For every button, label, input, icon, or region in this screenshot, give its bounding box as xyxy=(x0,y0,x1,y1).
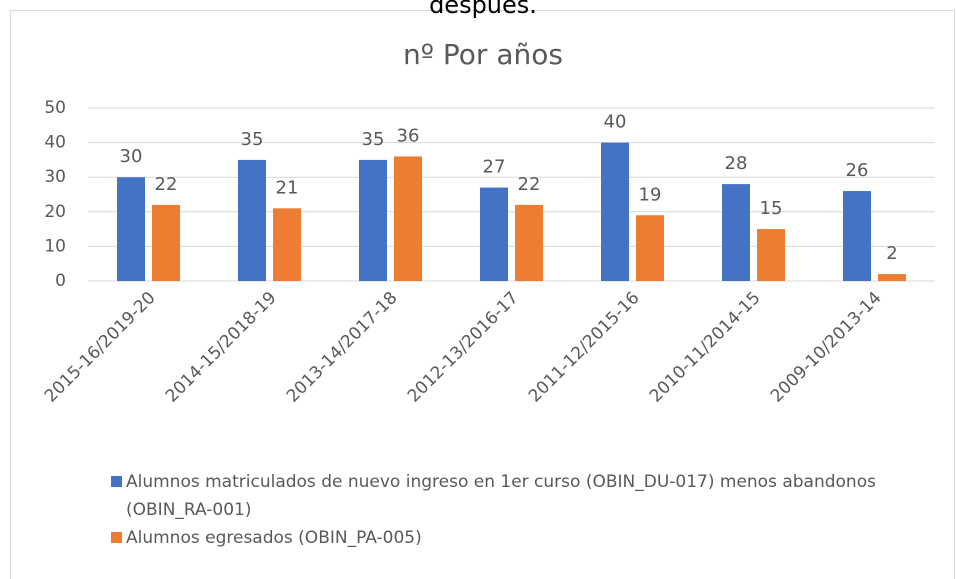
bar xyxy=(480,187,508,281)
data-label: 15 xyxy=(760,198,783,219)
bar xyxy=(359,159,387,281)
bar xyxy=(757,229,785,281)
bar xyxy=(878,274,906,281)
bar xyxy=(238,159,266,281)
y-tick-label: 40 xyxy=(44,133,66,153)
data-label: 2 xyxy=(886,243,897,264)
data-label: 35 xyxy=(362,129,385,150)
bar xyxy=(117,177,145,281)
y-tick-label: 50 xyxy=(44,98,66,118)
legend-entry: Alumnos matriculados de nuevo ingreso en… xyxy=(126,472,876,520)
data-label: 22 xyxy=(518,174,541,195)
data-label: 26 xyxy=(846,160,869,181)
data-label: 27 xyxy=(483,157,506,178)
legend-entry: Alumnos egresados (OBIN_PA-005) xyxy=(126,528,422,548)
bar xyxy=(152,204,180,281)
data-label: 36 xyxy=(397,125,420,146)
y-tick-label: 30 xyxy=(44,167,66,187)
bar xyxy=(515,204,543,281)
data-label: 21 xyxy=(276,177,299,198)
legend-label: Alumnos matriculados de nuevo ingreso en… xyxy=(126,472,876,520)
legend-label: Alumnos egresados (OBIN_PA-005) xyxy=(126,528,422,548)
chart-title: nº Por años xyxy=(403,38,563,71)
data-label: 35 xyxy=(241,129,264,150)
bar xyxy=(394,156,422,281)
data-label: 22 xyxy=(155,174,178,195)
data-label: 28 xyxy=(725,153,748,174)
legend-swatch xyxy=(111,476,122,487)
y-tick-label: 20 xyxy=(44,202,66,222)
bar xyxy=(722,184,750,281)
bar xyxy=(843,191,871,281)
bar xyxy=(273,208,301,281)
bar xyxy=(636,215,664,281)
data-label: 30 xyxy=(120,146,143,167)
y-tick-label: 0 xyxy=(55,271,66,291)
data-label: 19 xyxy=(639,184,662,205)
chart-frame xyxy=(10,10,955,579)
caption: después. xyxy=(429,0,537,19)
legend-swatch xyxy=(111,532,122,543)
bar xyxy=(601,142,629,281)
data-label: 40 xyxy=(604,112,627,133)
y-tick-label: 10 xyxy=(44,236,66,256)
